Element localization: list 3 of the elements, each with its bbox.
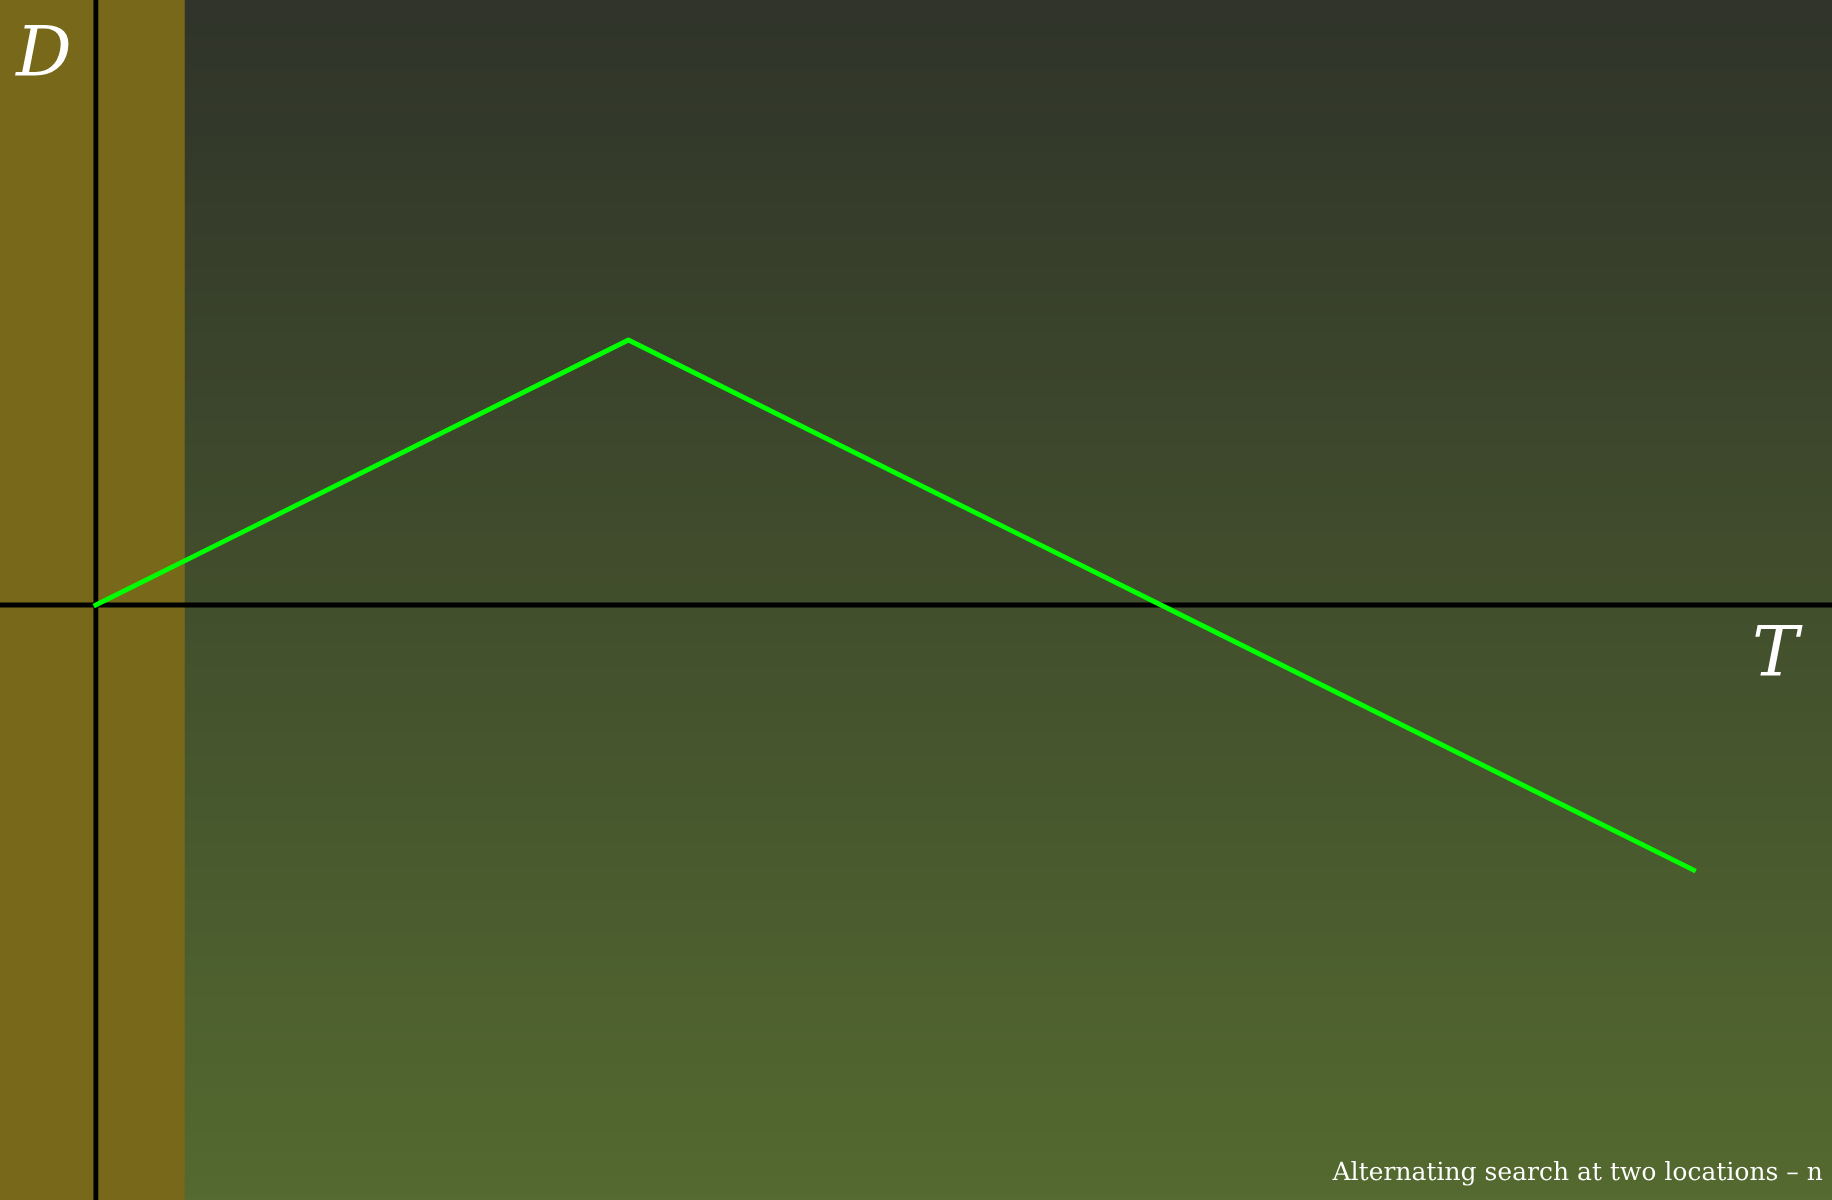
x-axis-title: T	[1755, 624, 1803, 676]
y-axis-title: D	[15, 24, 69, 76]
text: Alternating search at two locations – n	[1332, 1161, 1823, 1186]
